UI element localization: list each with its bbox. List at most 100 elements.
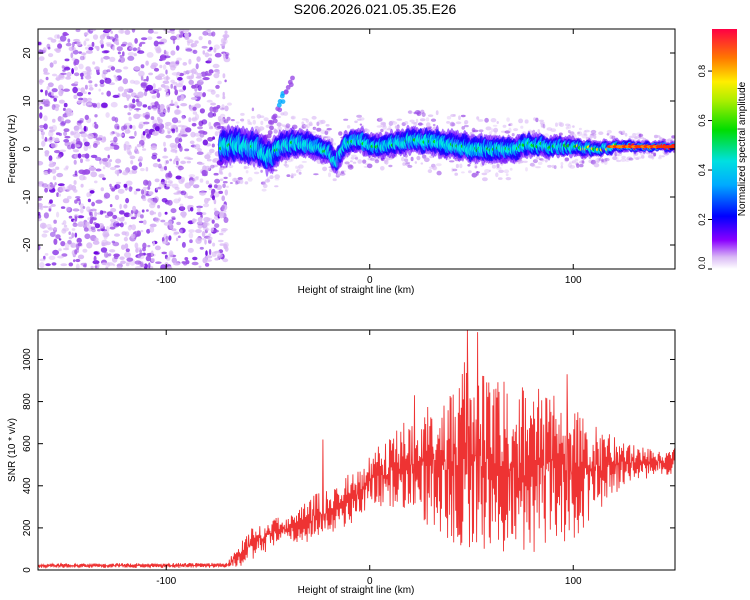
spectrogram-halo-blob	[303, 124, 308, 127]
spectrogram-halo-blob	[235, 181, 239, 185]
spectrogram-noise-blob	[157, 163, 162, 169]
spectrogram-noise-blob	[54, 182, 57, 186]
spectrogram-noise-blob	[195, 229, 202, 234]
spectrogram-noise-blob	[208, 248, 212, 256]
spectrogram-halo-blob	[446, 115, 452, 120]
spectrogram-noise-blob	[170, 99, 174, 105]
colorbar: 0.0 0.2 0.4 0.6 0.8 Normalized spectral ampl…	[697, 29, 748, 270]
spectrogram-noise-blob	[61, 222, 64, 225]
spectrogram-noise-blob	[204, 239, 207, 245]
spectrogram-noise-blob	[214, 131, 219, 137]
spectrogram-noise-blob	[126, 257, 134, 262]
spectrogram-noise-blob	[50, 38, 57, 43]
spectrogram-noise-blob	[212, 229, 219, 233]
spectrogram-halo-blob	[413, 122, 418, 127]
spectrogram-halo-blob	[478, 129, 484, 132]
spectrogram-spur-blob	[269, 125, 274, 131]
spectrogram-noise-blob	[217, 239, 224, 243]
spectrogram-halo-blob	[290, 115, 296, 120]
spectrogram-noise-blob	[74, 216, 78, 222]
spectrogram-halo-blob	[330, 138, 334, 143]
spectrogram-noise-blob	[180, 94, 185, 101]
spectrogram-halo-blob	[260, 120, 264, 126]
spectrogram-noise-blob	[140, 262, 144, 268]
spectrogram-y-tick-label: 0	[22, 146, 33, 152]
spectrogram-halo-blob	[251, 107, 255, 112]
snr-x-ticks: -100 0 100	[156, 330, 582, 587]
spectrogram-halo-blob	[448, 160, 455, 163]
spectrogram-noise-blob	[195, 176, 199, 179]
spectrogram-noise-blob	[48, 155, 53, 162]
spectrogram-noise-blob	[223, 242, 229, 248]
spectrogram-noise-blob	[38, 100, 41, 106]
spectrogram-noise-blob	[125, 261, 131, 265]
spectrogram-noise-blob	[196, 211, 203, 216]
spectrogram-noise-blob	[121, 172, 129, 175]
spectrogram-noise-blob	[112, 214, 118, 220]
spectrogram-noise-blob	[46, 86, 50, 90]
spectrogram-halo-blob	[284, 164, 289, 168]
spectrogram-noise-blob	[43, 123, 48, 130]
spectrogram-halo-blob	[565, 123, 571, 127]
spectrogram-noise-blob	[138, 156, 143, 162]
spectrogram-noise-blob	[83, 126, 89, 132]
spectrogram-noise-blob	[202, 131, 208, 135]
spectrogram-noise-blob	[95, 168, 102, 172]
spectrogram-noise-blob	[199, 133, 205, 138]
spectrogram-noise-blob	[72, 139, 77, 145]
spectrogram-noise-blob	[90, 154, 98, 159]
spectrogram-halo-blob	[495, 172, 499, 178]
spectrogram-halo-blob	[490, 118, 497, 123]
spectrogram-noise-blob	[96, 102, 101, 109]
spectrogram-noise-blob	[133, 80, 140, 85]
spectrogram-noise-blob	[173, 262, 181, 266]
spectrogram-noise-blob	[60, 72, 67, 76]
spectrogram-noise-blob	[82, 54, 86, 60]
spectrogram-noise-blob	[162, 155, 169, 159]
spectrogram-halo-blob	[453, 114, 456, 117]
spectrogram-noise-blob	[94, 265, 98, 269]
spectrogram-noise-blob	[95, 199, 103, 204]
spectrogram-halo-blob	[519, 160, 524, 164]
spectrogram-noise-blob	[143, 121, 150, 125]
spectrogram-halo-blob	[498, 177, 503, 180]
spectrogram-halo-blob	[256, 114, 262, 119]
spectrogram-noise-blob	[104, 146, 111, 151]
spectrogram-noise-blob	[190, 43, 198, 48]
spectrogram-noise-blob	[43, 115, 48, 122]
spectrogram-noise-blob	[120, 29, 124, 34]
spectrogram-noise-blob	[162, 64, 167, 70]
spectrogram-noise-blob	[163, 29, 168, 32]
spectrogram-noise-blob	[114, 169, 120, 175]
spectrogram-noise-blob	[176, 189, 182, 195]
spectrogram-halo-blob	[624, 132, 628, 137]
spectrogram-noise-blob	[49, 136, 53, 141]
spectrogram-noise-blob	[75, 29, 81, 33]
spectrogram-noise-blob	[184, 148, 190, 152]
spectrogram-halo-blob	[475, 171, 480, 174]
spectrogram-noise-blob	[132, 125, 136, 131]
spectrogram-noise-blob	[143, 90, 148, 97]
spectrogram-noise-blob	[52, 249, 59, 256]
snr-marks	[38, 330, 675, 570]
spectrogram-noise-blob	[187, 247, 194, 253]
spectrogram-noise-blob	[207, 57, 213, 63]
spectrogram-noise-blob	[41, 134, 45, 140]
spectrogram-noise-blob	[222, 95, 226, 100]
spectrogram-noise-blob	[157, 49, 161, 53]
spectrogram-noise-blob	[164, 124, 169, 130]
spectrogram-noise-blob	[123, 204, 128, 209]
spectrogram-noise-blob	[211, 195, 216, 201]
spectrogram-noise-blob	[38, 182, 45, 187]
spectrogram-noise-blob	[180, 176, 185, 183]
spectrogram-halo-blob	[547, 164, 552, 168]
spectrogram-halo-blob	[635, 157, 640, 160]
spectrogram-halo-blob	[259, 115, 265, 118]
spectrogram-noise-blob	[66, 185, 71, 192]
spectrogram-noise-blob	[212, 106, 219, 113]
snr-y-ticks: 0 200 400 600 800 1000	[22, 348, 675, 573]
spectrogram-noise-blob	[121, 125, 125, 131]
spectrogram-noise-blob	[116, 181, 122, 185]
spectrogram-halo-blob	[590, 129, 597, 134]
